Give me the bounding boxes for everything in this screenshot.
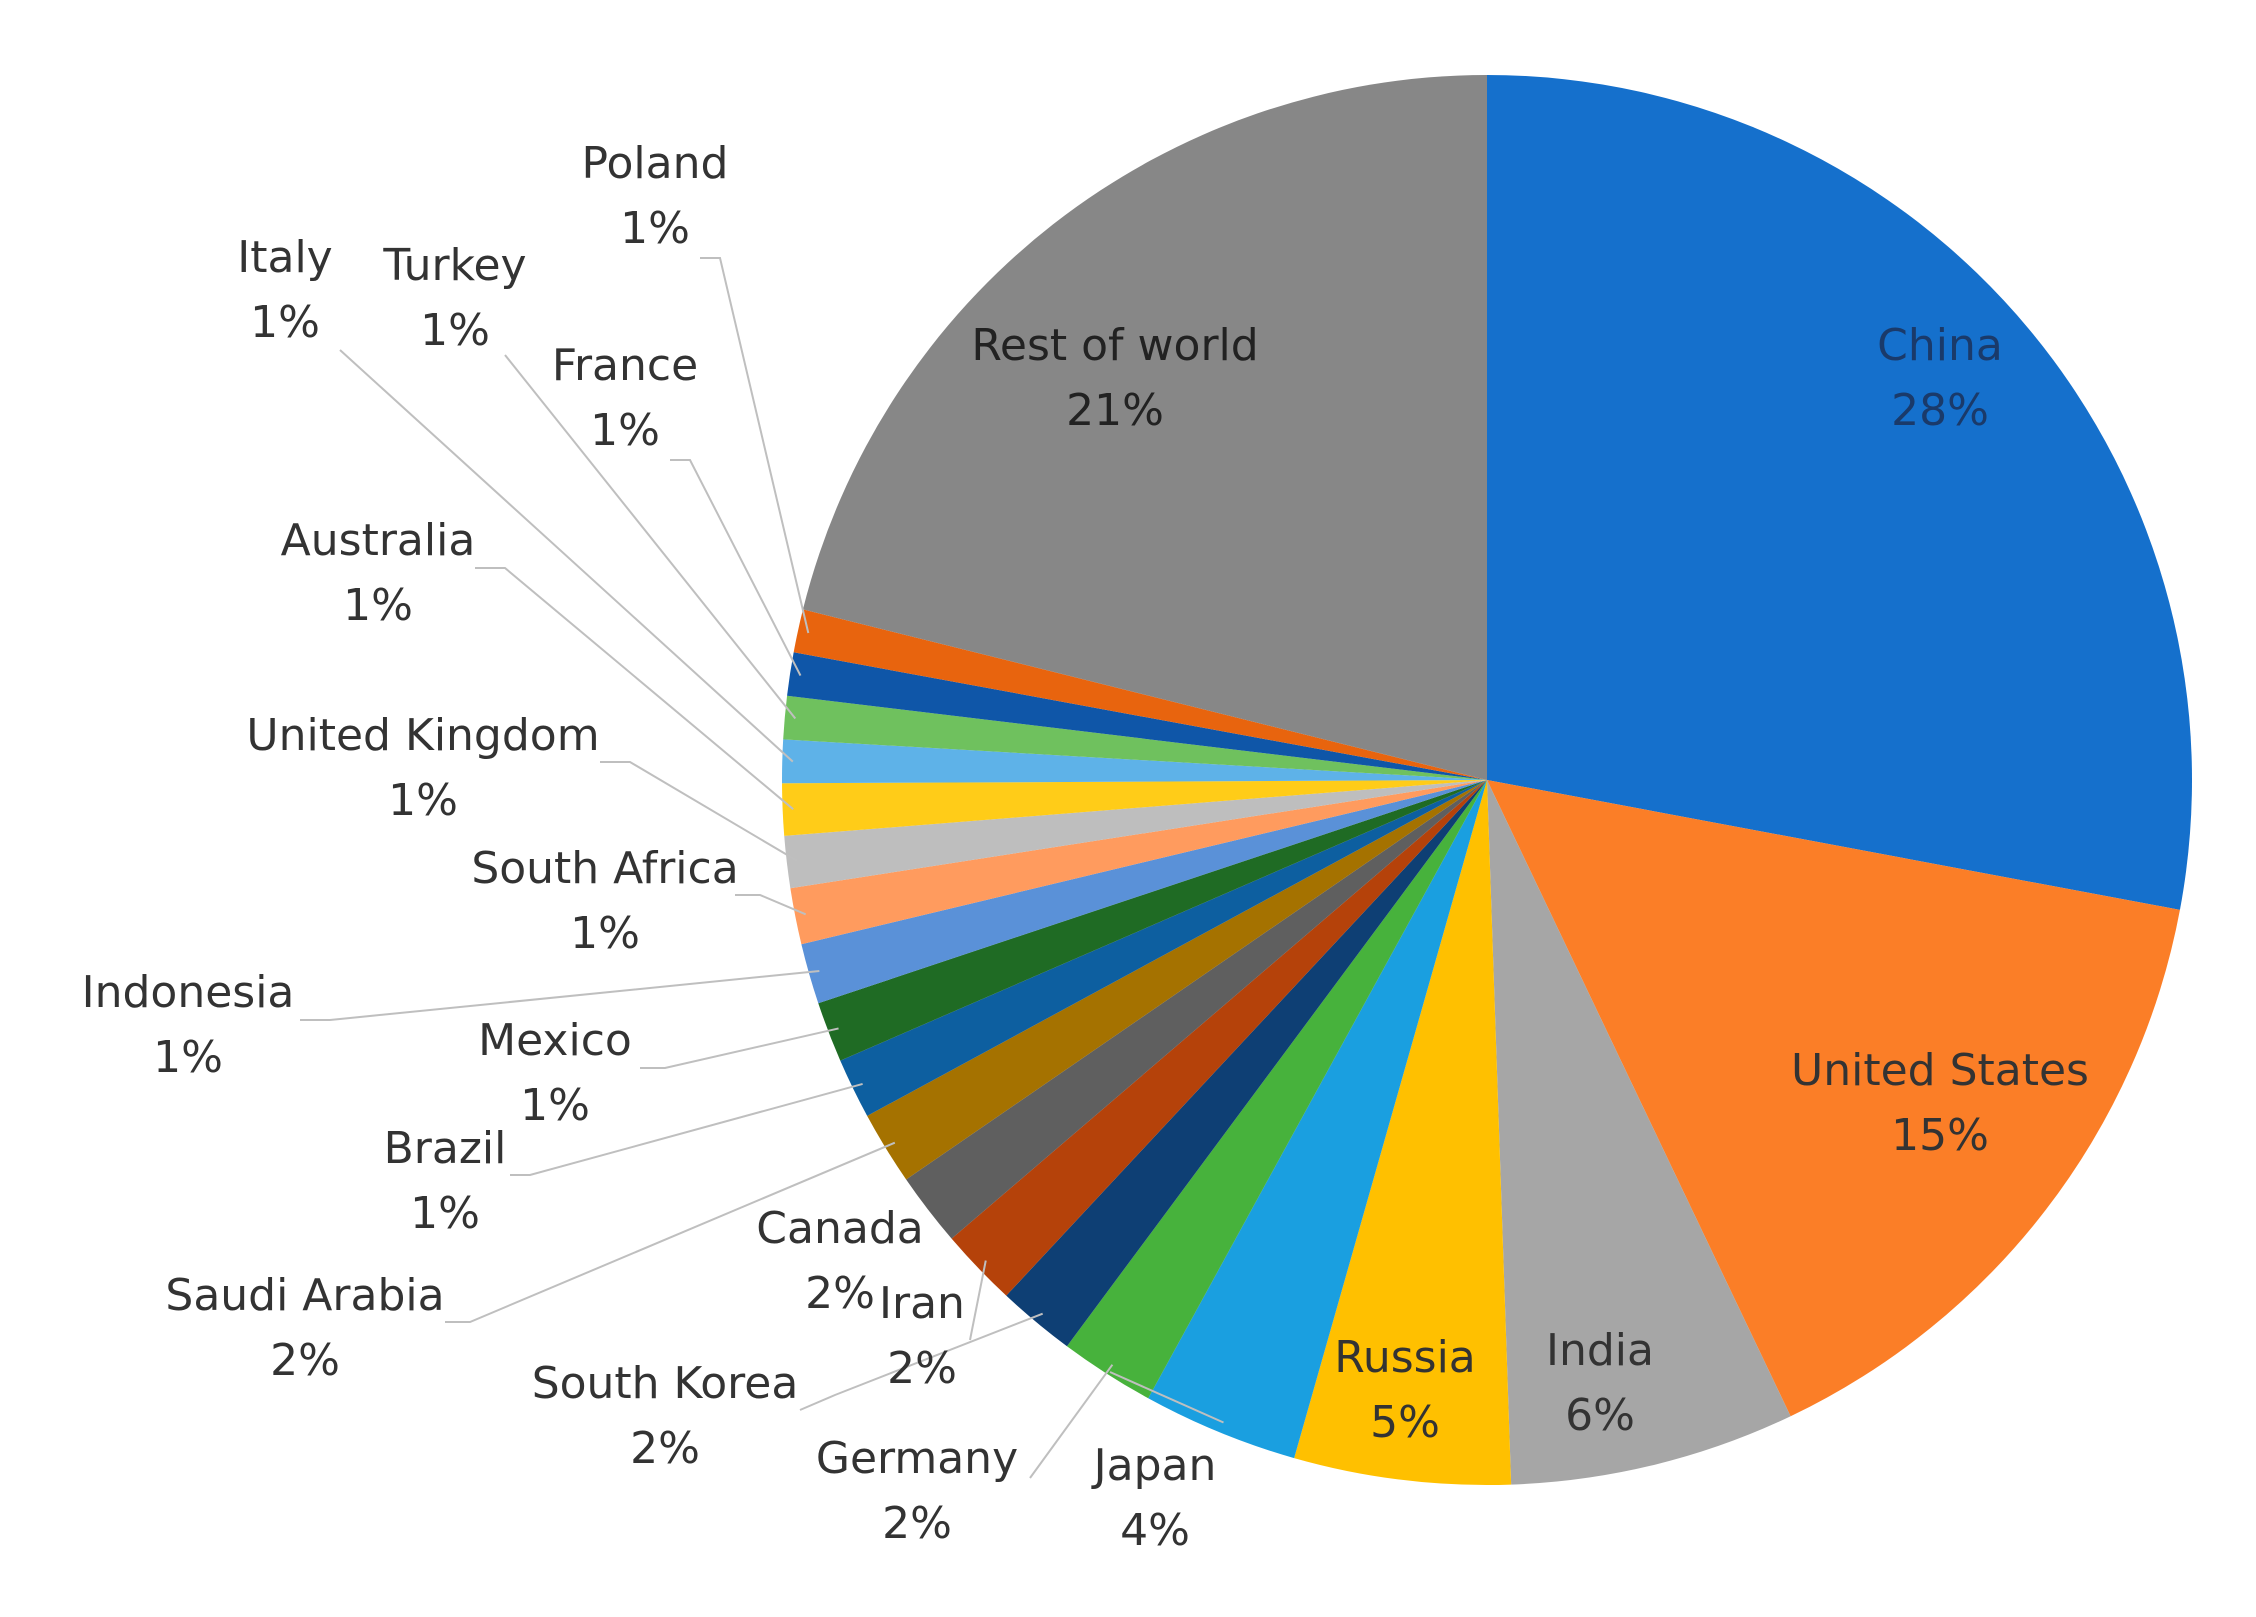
leader-line-france (670, 459, 802, 676)
slice-percent-canada: 2% (805, 1268, 875, 1319)
slice-percent-indonesia: 1% (153, 1032, 223, 1083)
slice-percent-united-states: 15% (1891, 1110, 1989, 1161)
pie-slice-germany (1066, 780, 1487, 1399)
slice-label-saudi-arabia: Saudi Arabia (165, 1270, 444, 1321)
leader-line-united-kingdom (600, 761, 798, 862)
pie-slice-rest-of-world (802, 75, 1487, 780)
leader-line-germany (1029, 1364, 1114, 1479)
slice-percent-russia: 5% (1370, 1397, 1440, 1448)
slice-label-turkey: Turkey (382, 240, 526, 291)
pie-slice-saudi-arabia (867, 780, 1487, 1180)
slice-label-italy: Italy (237, 232, 332, 283)
slice-label-united-states: United States (1791, 1045, 2089, 1096)
slice-percent-south-africa: 1% (570, 908, 640, 959)
leader-line-poland (700, 257, 810, 634)
slice-percent-united-kingdom: 1% (388, 775, 458, 826)
slice-percent-poland: 1% (620, 203, 690, 254)
leader-lines (300, 257, 1224, 1479)
pie-slice-france (787, 652, 1487, 780)
slice-label-france: France (552, 340, 698, 391)
pie-slice-south-korea (1006, 780, 1487, 1347)
leader-line-south-africa (735, 894, 807, 916)
slice-label-united-kingdom: United Kingdom (246, 710, 599, 761)
leader-line-south-korea (799, 1312, 1044, 1411)
pie-slice-indonesia (801, 780, 1487, 1004)
pie-slice-south-africa (790, 780, 1487, 945)
leader-line-iran (969, 1260, 987, 1341)
leader-line-japan (1109, 1371, 1224, 1424)
leader-line-italy (339, 349, 794, 763)
pie-slice-japan (1148, 780, 1487, 1459)
slice-percent-rest-of-world: 21% (1066, 385, 1164, 436)
pie-slice-brazil (840, 780, 1487, 1116)
slice-label-russia: Russia (1334, 1332, 1476, 1383)
slice-percent-germany: 2% (882, 1498, 952, 1549)
slice-label-iran: Iran (879, 1278, 965, 1329)
slice-label-south-africa: South Africa (471, 843, 738, 894)
pie-slice-russia (1294, 780, 1512, 1485)
pie-slice-united-kingdom (784, 780, 1487, 889)
slice-label-australia: Australia (281, 515, 476, 566)
leader-line-mexico (640, 1027, 839, 1069)
leader-line-indonesia (300, 970, 820, 1021)
pie-slice-united-states (1487, 780, 2180, 1417)
slice-percent-france: 1% (590, 405, 660, 456)
leader-line-turkey (504, 354, 797, 720)
slice-percent-italy: 1% (250, 297, 320, 348)
leader-line-australia (475, 567, 794, 810)
slice-label-canada: Canada (756, 1203, 923, 1254)
slice-percent-south-korea: 2% (630, 1423, 700, 1474)
leader-line-brazil (510, 1082, 863, 1176)
leader-line-saudi-arabia (445, 1141, 896, 1323)
slice-label-mexico: Mexico (478, 1015, 632, 1066)
pie-slice-china (1487, 75, 2192, 910)
pie-slice-iran (951, 780, 1487, 1296)
pie-slice-canada (906, 780, 1487, 1239)
pie-slice-italy (782, 739, 1487, 784)
slice-percent-india: 6% (1565, 1390, 1635, 1441)
pie-slice-poland (793, 609, 1487, 780)
slice-percent-australia: 1% (343, 580, 413, 631)
slice-label-south-korea: South Korea (532, 1358, 799, 1409)
slice-percent-turkey: 1% (420, 305, 490, 356)
slice-percent-japan: 4% (1120, 1505, 1190, 1556)
slice-percent-china: 28% (1891, 385, 1989, 436)
pie-slice-australia (782, 780, 1487, 836)
slice-label-japan: Japan (1091, 1440, 1217, 1491)
slice-label-poland: Poland (582, 138, 729, 189)
slice-label-brazil: Brazil (384, 1123, 507, 1174)
slice-label-rest-of-world: Rest of world (971, 320, 1258, 371)
slice-label-germany: Germany (816, 1433, 1018, 1484)
pie-slices (782, 75, 2192, 1485)
pie-slice-turkey (783, 695, 1487, 780)
slice-labels: China 28% United States 15% India 6% Russia 5% J… (82, 138, 2089, 1556)
slice-label-indonesia: Indonesia (82, 967, 295, 1018)
pie-slice-mexico (818, 780, 1487, 1061)
slice-percent-mexico: 1% (520, 1080, 590, 1131)
slice-percent-brazil: 1% (410, 1188, 480, 1239)
pie-slice-india (1487, 780, 1791, 1485)
slice-percent-iran: 2% (887, 1343, 957, 1394)
slice-percent-saudi-arabia: 2% (270, 1335, 340, 1386)
slice-label-china: China (1877, 320, 2003, 371)
slice-label-india: India (1546, 1325, 1654, 1376)
